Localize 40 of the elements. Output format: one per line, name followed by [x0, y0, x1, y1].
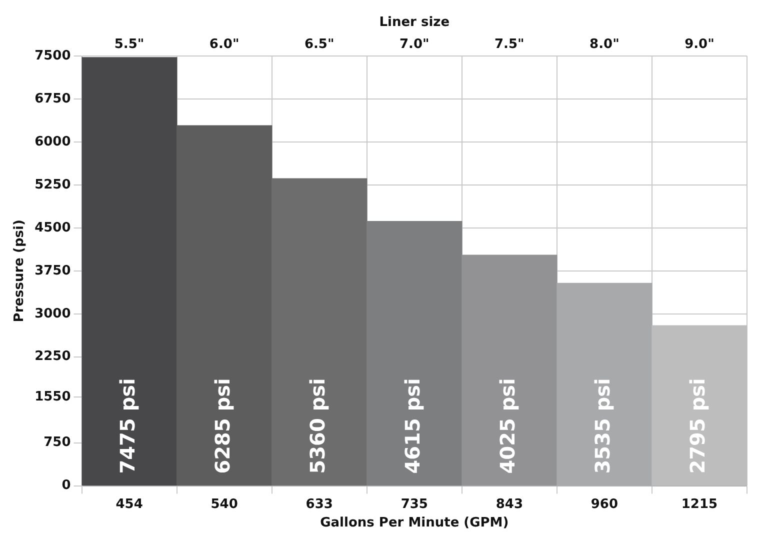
text: 5.5" — [114, 37, 144, 52]
bar — [366, 221, 462, 486]
data-label: 4615 psi — [400, 378, 425, 474]
y-tick-label: 4500 — [34, 220, 71, 236]
text: 6.5" — [304, 37, 334, 52]
text: 6.0" — [209, 37, 240, 52]
x-tick-label: 540 — [210, 496, 238, 512]
bar — [272, 178, 368, 486]
y-tick-label: 6000 — [34, 134, 71, 150]
data-label: 3535 psi — [590, 378, 615, 474]
bar — [462, 254, 558, 486]
x-tick-label: 1215 — [681, 496, 718, 512]
data-label: 6285 psi — [210, 378, 235, 474]
x-tick-label: 633 — [306, 496, 333, 512]
x-tick-label: 843 — [496, 496, 523, 512]
x-axis-title: Gallons Per Minute (GPM) — [320, 516, 509, 531]
bar — [176, 125, 272, 486]
x2-axis-title: Liner size — [379, 15, 450, 30]
y-tick-label: 0 — [62, 478, 71, 494]
data-label: 5360 psi — [306, 378, 330, 474]
y-tick-label: 1550 — [34, 389, 71, 404]
x-tick-label: 735 — [400, 496, 428, 512]
text: 8.0" — [590, 37, 620, 52]
y-tick-label: 3000 — [34, 306, 71, 322]
bar — [556, 282, 652, 486]
y-tick-label: 750 — [44, 435, 71, 450]
y-tick-label: 5250 — [34, 177, 71, 192]
y-tick-label: 2250 — [34, 349, 71, 364]
text: 9.0" — [684, 37, 714, 52]
data-label: 7475 psi — [116, 378, 140, 474]
y-tick-label: 3750 — [34, 263, 71, 278]
x-tick-label: 960 — [590, 496, 618, 512]
text: 7.0" — [399, 37, 430, 52]
y-tick-label: 6750 — [34, 91, 71, 106]
y-axis-title: Pressure (psi) — [12, 220, 28, 322]
y-tick-label: 7500 — [34, 48, 71, 64]
data-label: 2795 psi — [686, 378, 710, 474]
text: 7.5" — [494, 37, 524, 52]
x-tick-label: 454 — [116, 496, 143, 512]
data-label: 4025 psi — [496, 378, 520, 474]
